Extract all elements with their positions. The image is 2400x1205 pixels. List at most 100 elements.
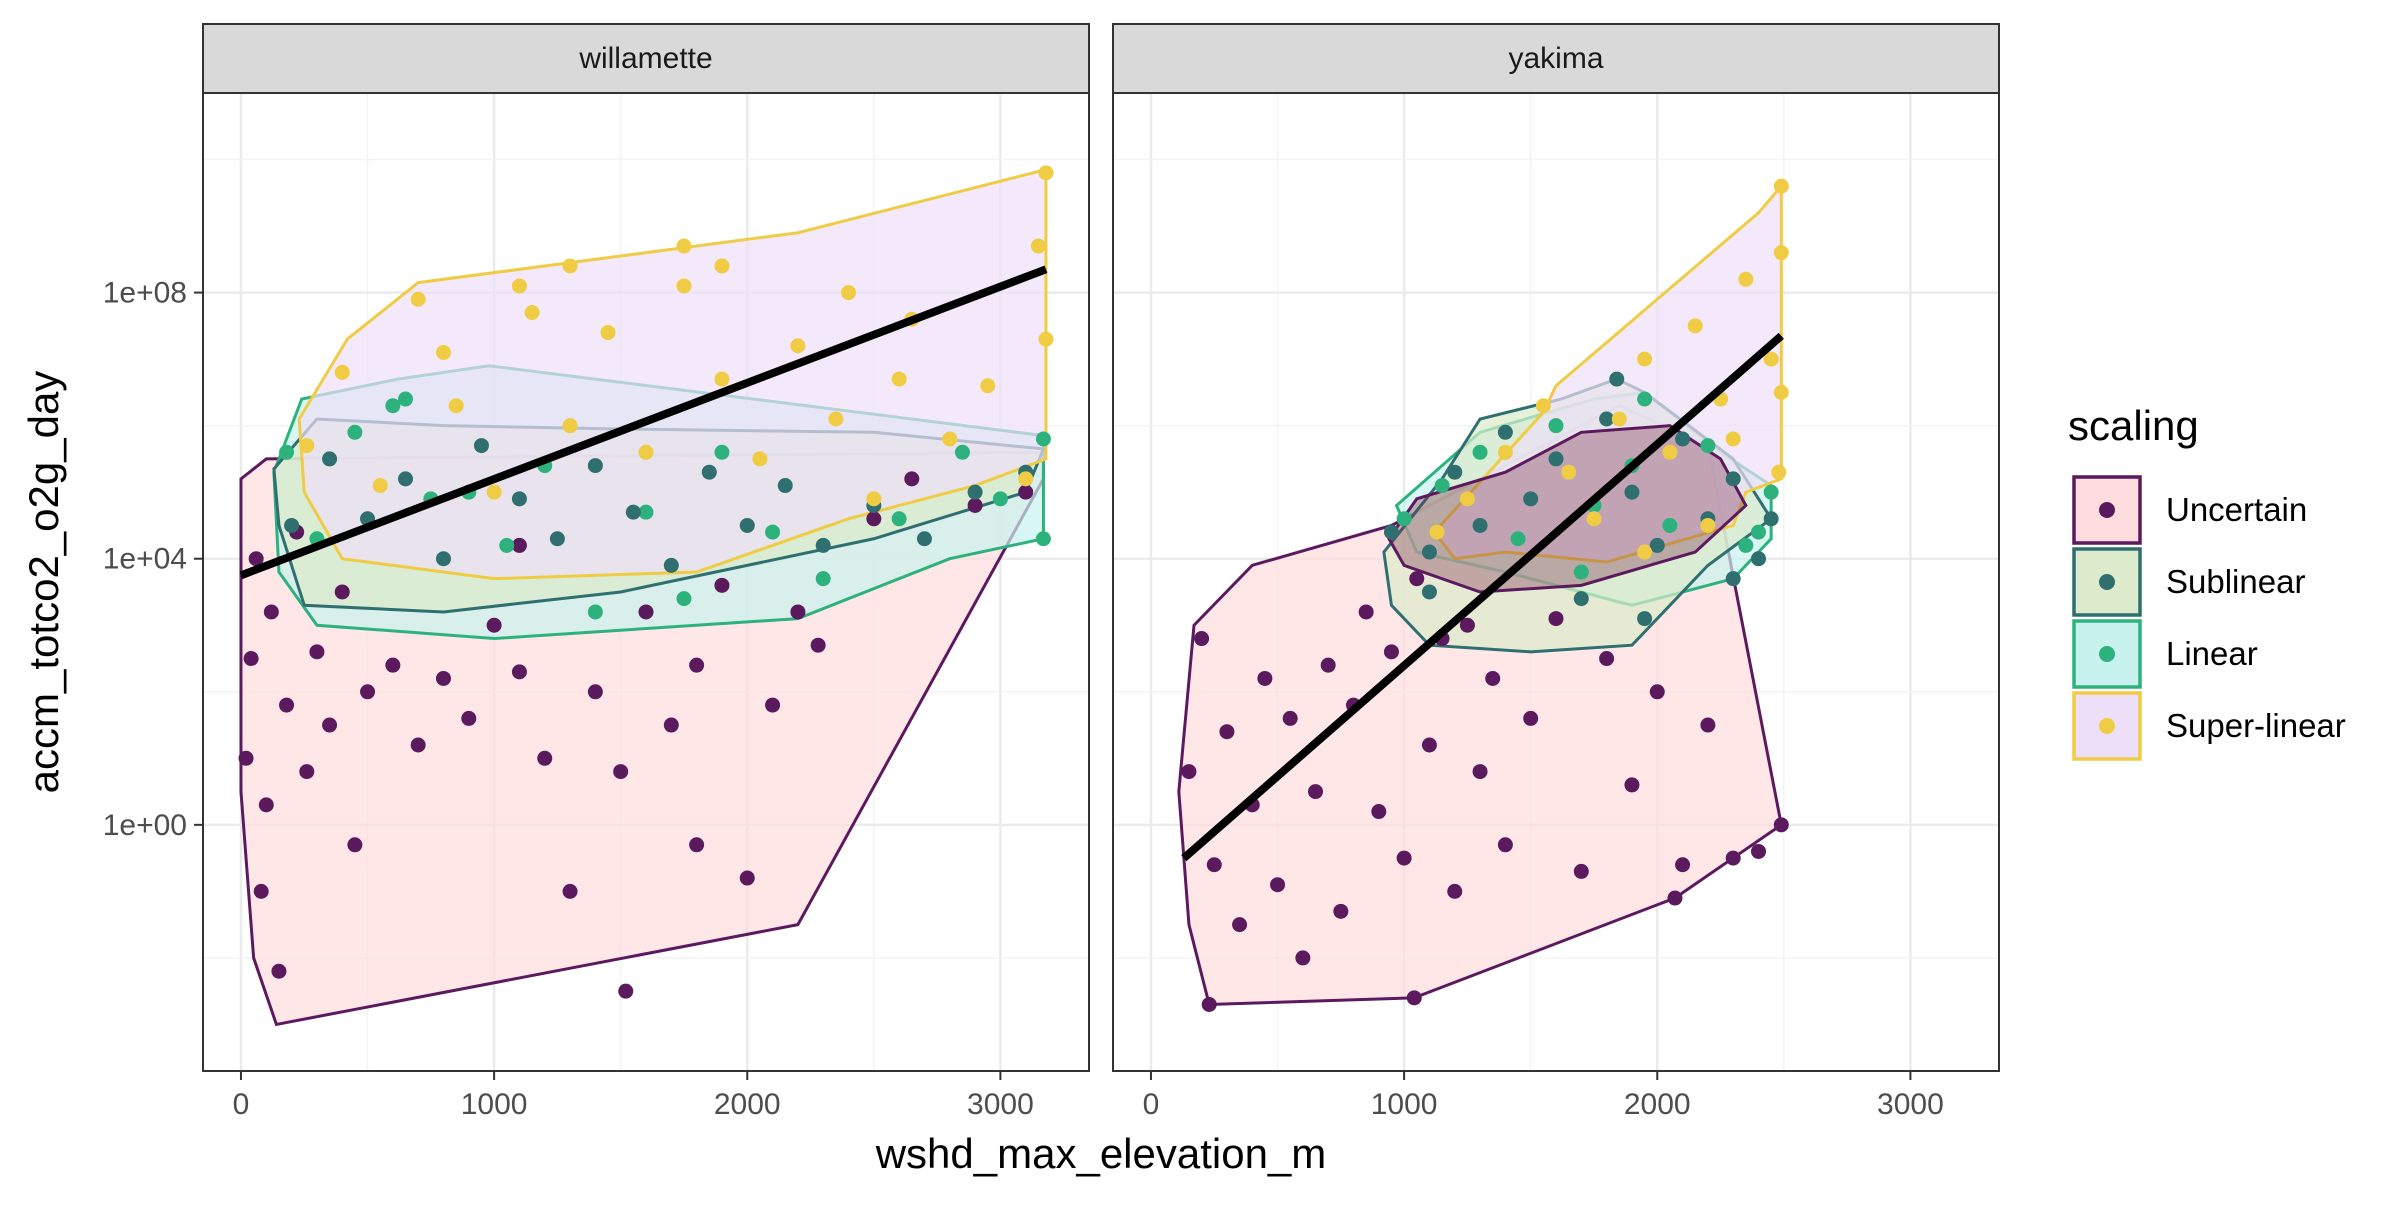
data-point: [1611, 411, 1627, 427]
data-point: [1763, 511, 1779, 527]
data-point: [1773, 245, 1789, 261]
data-point: [638, 504, 654, 520]
facet-panel-yakima: yakima: [1112, 23, 2000, 1072]
data-point: [1421, 584, 1437, 600]
facet-plot-border: [202, 92, 1090, 1072]
x-tick-label: 1000: [1371, 1088, 1438, 1121]
data-point: [385, 657, 401, 673]
data-point: [258, 797, 274, 813]
data-point: [1573, 863, 1589, 879]
data-point: [1030, 238, 1046, 254]
data-point: [499, 537, 515, 553]
data-point: [1270, 877, 1286, 893]
data-point: [334, 364, 350, 380]
data-point: [248, 551, 264, 567]
data-point: [1472, 764, 1488, 780]
data-point: [347, 837, 363, 853]
data-point: [625, 504, 641, 520]
data-point: [1282, 710, 1298, 726]
y-axis-title: accm_totco2_o2g_day: [20, 371, 67, 794]
data-point: [587, 458, 603, 474]
data-point: [689, 657, 705, 673]
data-point: [1320, 657, 1336, 673]
data-point: [1409, 571, 1425, 587]
data-point: [511, 664, 527, 680]
data-point: [904, 471, 920, 487]
x-tick-label: 1000: [461, 1088, 528, 1121]
data-point: [1194, 631, 1210, 647]
data-point: [322, 717, 338, 733]
data-point: [1586, 511, 1602, 527]
data-point: [1573, 564, 1589, 580]
facet-strip-label: willamette: [578, 42, 712, 75]
data-point: [1637, 351, 1653, 367]
x-tick-label: 0: [1143, 1088, 1160, 1121]
data-point: [714, 577, 730, 593]
data-point: [815, 571, 831, 587]
data-point: [461, 710, 477, 726]
legend-key-dot: [2099, 574, 2115, 590]
data-point: [1687, 318, 1703, 334]
data-point: [537, 750, 553, 766]
legend-label: Uncertain: [2166, 491, 2307, 528]
data-point: [638, 444, 654, 460]
data-point: [1548, 418, 1564, 434]
data-point: [1434, 478, 1450, 494]
data-point: [810, 637, 826, 653]
data-point: [1358, 604, 1374, 620]
data-point: [1649, 684, 1665, 700]
data-point: [1763, 351, 1779, 367]
data-point: [1459, 617, 1475, 633]
data-point: [1609, 371, 1625, 387]
data-point: [1624, 777, 1640, 793]
x-tick-label: 3000: [1877, 1088, 1944, 1121]
data-point: [1206, 857, 1222, 873]
y-tick-label: 1e+08: [103, 277, 187, 310]
data-point: [1561, 464, 1577, 480]
data-point: [1523, 710, 1539, 726]
data-point: [1637, 391, 1653, 407]
data-point: [587, 684, 603, 700]
data-point: [638, 604, 654, 620]
data-point: [511, 537, 527, 553]
data-point: [524, 305, 540, 321]
data-point: [1383, 644, 1399, 660]
data-point: [1018, 471, 1034, 487]
facet-plot-border: [1112, 92, 2000, 1072]
data-point: [618, 983, 634, 999]
data-point: [954, 444, 970, 460]
data-point: [1548, 451, 1564, 467]
y-tick-label: 1e+04: [103, 543, 187, 576]
fit-line: [1181, 332, 1784, 862]
data-point: [1497, 837, 1513, 853]
x-tick-label: 0: [233, 1088, 250, 1121]
data-point: [967, 484, 983, 500]
data-point: [1333, 903, 1349, 919]
data-point: [299, 438, 315, 454]
data-point: [562, 883, 578, 899]
data-point: [1257, 670, 1273, 686]
data-point: [1675, 857, 1691, 873]
data-point: [866, 511, 882, 527]
data-point: [765, 697, 781, 713]
data-point: [1447, 883, 1463, 899]
data-point: [992, 491, 1008, 507]
data-point: [714, 371, 730, 387]
data-point: [263, 604, 279, 620]
data-point: [1371, 804, 1387, 820]
data-point: [1662, 517, 1678, 533]
data-point: [891, 511, 907, 527]
data-point: [1637, 611, 1653, 627]
data-point: [1396, 511, 1412, 527]
data-point: [790, 604, 806, 620]
data-point: [1523, 491, 1539, 507]
fit-line-layer: [239, 265, 1048, 580]
data-point: [1662, 444, 1678, 460]
data-point: [1308, 784, 1324, 800]
data-point: [1667, 890, 1683, 906]
data-point: [1201, 996, 1217, 1012]
data-point: [410, 291, 426, 307]
data-point: [1624, 484, 1640, 500]
data-point: [1773, 384, 1789, 400]
